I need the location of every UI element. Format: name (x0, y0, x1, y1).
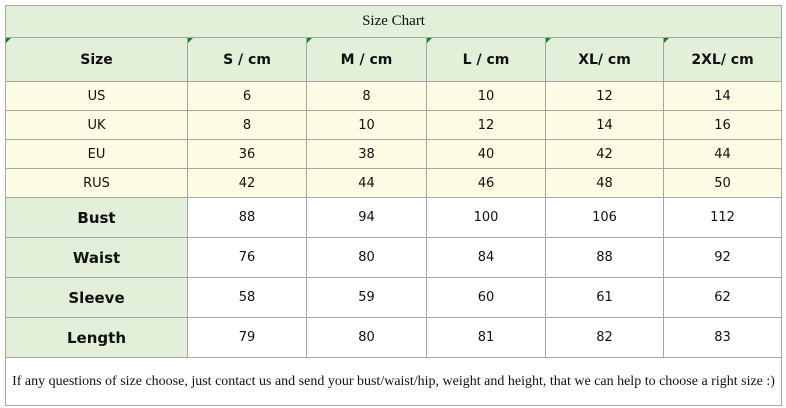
row-label: US (5, 81, 188, 111)
cell: 10 (426, 81, 546, 111)
table-body: Size Chart Size S / cm M / cm L / cm XL/ cm 2… (4, 5, 783, 406)
meas-row: Sleeve 58 59 60 61 62 (5, 277, 783, 318)
size-row: UK 8 10 12 14 16 (5, 110, 783, 140)
cell: 79 (187, 317, 307, 358)
row-label: Length (5, 317, 188, 358)
header-cell: XL/ cm (545, 37, 664, 82)
cell: 50 (662, 168, 783, 198)
cell: 46 (426, 168, 546, 198)
cell: 81 (426, 317, 546, 358)
table-title: Size Chart (4, 5, 783, 38)
header-cell: M / cm (306, 37, 427, 82)
cell: 80 (306, 237, 427, 278)
cell: 106 (545, 197, 664, 238)
header-cell: 2XL/ cm (662, 37, 783, 82)
cell: 44 (306, 168, 427, 198)
cell: 40 (426, 139, 546, 169)
row-label: UK (5, 110, 188, 140)
cell: 100 (426, 197, 546, 238)
cell: 44 (662, 139, 783, 169)
meas-row: Bust 88 94 100 106 112 (5, 197, 783, 238)
meas-row: Length 79 80 81 82 83 (5, 317, 783, 358)
header-cell: L / cm (426, 37, 546, 82)
cell: 88 (187, 197, 307, 238)
cell: 12 (545, 81, 664, 111)
note: If any questions of size choose, just co… (4, 357, 783, 406)
cell: 82 (545, 317, 664, 358)
row-label: RUS (5, 168, 188, 198)
cell: 38 (306, 139, 427, 169)
cell: 36 (187, 139, 307, 169)
row-label: EU (5, 139, 188, 169)
cell: 59 (306, 277, 427, 318)
cell: 8 (306, 81, 427, 111)
header-row: Size S / cm M / cm L / cm XL/ cm 2XL/ cm (5, 37, 783, 82)
size-row: RUS 42 44 46 48 50 (5, 168, 783, 198)
cell: 84 (426, 237, 546, 278)
row-label: Sleeve (5, 277, 188, 318)
cell: 61 (545, 277, 664, 318)
cell: 94 (306, 197, 427, 238)
cell: 14 (662, 81, 783, 111)
row-label: Waist (5, 237, 188, 278)
cell: 88 (545, 237, 664, 278)
size-row: EU 36 38 40 42 44 (5, 139, 783, 169)
header-cell: S / cm (187, 37, 307, 82)
header-cell: Size (5, 37, 188, 82)
cell: 58 (187, 277, 307, 318)
cell: 6 (187, 81, 307, 111)
cell: 83 (662, 317, 783, 358)
cell: 8 (187, 110, 307, 140)
cell: 112 (662, 197, 783, 238)
cell: 12 (426, 110, 546, 140)
cell: 10 (306, 110, 427, 140)
cell: 76 (187, 237, 307, 278)
cell: 14 (545, 110, 664, 140)
size-chart-table: Size Chart Size S / cm M / cm L / cm XL/ cm 2… (4, 5, 783, 406)
title-row: Size Chart (4, 5, 783, 38)
cell: 42 (187, 168, 307, 198)
cell: 62 (662, 277, 783, 318)
meas-row: Waist 76 80 84 88 92 (5, 237, 783, 278)
note-row: If any questions of size choose, just co… (4, 357, 783, 406)
cell: 92 (662, 237, 783, 278)
cell: 16 (662, 110, 783, 140)
cell: 60 (426, 277, 546, 318)
cell: 80 (306, 317, 427, 358)
cell: 48 (545, 168, 664, 198)
cell: 42 (545, 139, 664, 169)
size-row: US 6 8 10 12 14 (5, 81, 783, 111)
row-label: Bust (5, 197, 188, 238)
